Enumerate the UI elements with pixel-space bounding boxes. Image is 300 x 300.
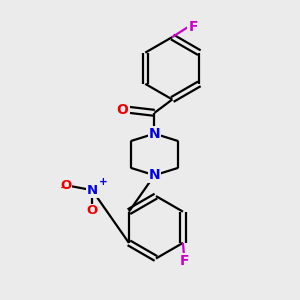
Text: N: N [86,184,98,196]
Text: F: F [180,254,189,268]
Text: O: O [60,179,71,192]
Text: +: + [99,177,107,187]
Text: N: N [148,127,160,141]
Text: O: O [86,204,98,218]
Text: −: − [59,182,70,195]
Text: F: F [188,20,198,34]
Text: O: O [117,103,129,117]
Text: N: N [148,168,160,182]
